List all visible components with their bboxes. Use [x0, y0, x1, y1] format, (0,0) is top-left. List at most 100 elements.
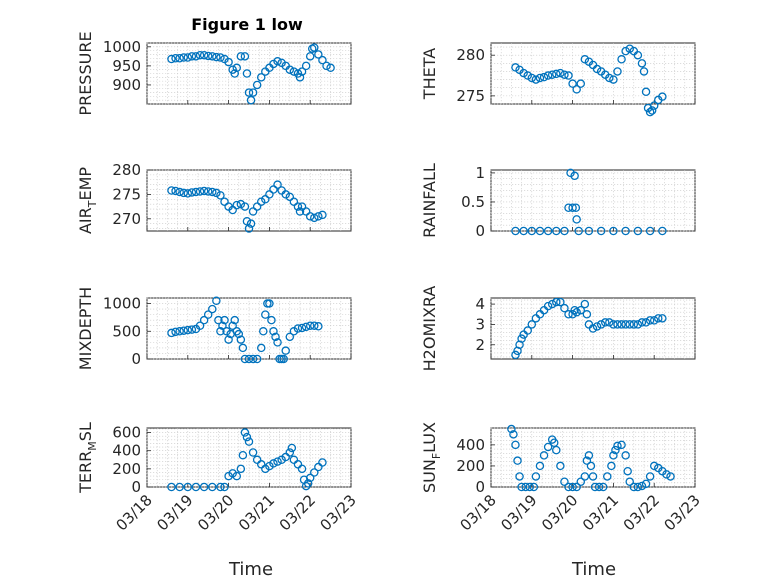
- y-tick-label: 3: [475, 315, 485, 333]
- data-point: [240, 202, 250, 211]
- data-point: [326, 63, 335, 73]
- data-point: [199, 482, 209, 492]
- y-axis-label-h2omixra: H2OMIXRA: [420, 286, 439, 372]
- data-point: [605, 318, 614, 327]
- data-point: [183, 53, 193, 62]
- data-point: [549, 438, 559, 447]
- data-point: [658, 92, 667, 101]
- data-point: [212, 52, 221, 62]
- data-point: [228, 321, 237, 330]
- y-tick-label: 200: [456, 457, 485, 475]
- data-point: [633, 50, 643, 60]
- data-point: [543, 71, 553, 80]
- data-point: [224, 57, 233, 67]
- data-point: [297, 464, 307, 474]
- data-point: [242, 432, 252, 442]
- data-point: [511, 440, 520, 450]
- x-tick-label: 03/21: [579, 491, 622, 534]
- data-point: [285, 332, 295, 342]
- data-point: [613, 441, 622, 451]
- data-point: [301, 207, 311, 216]
- x-tick-label: 03/23: [661, 491, 704, 534]
- data-point: [543, 442, 553, 452]
- data-point: [611, 445, 620, 455]
- data-point: [175, 327, 184, 336]
- data-point: [240, 52, 250, 61]
- y-tick-label: 0: [475, 222, 485, 240]
- data-point: [570, 305, 579, 315]
- figure-title: Figure 1 low: [191, 15, 303, 34]
- data-point: [218, 321, 227, 330]
- data-point: [214, 315, 223, 325]
- data-point: [539, 72, 549, 82]
- data-point: [568, 482, 577, 492]
- data-point: [625, 320, 634, 329]
- data-point: [244, 354, 254, 364]
- data-point: [637, 481, 647, 491]
- x-tick-label: 03/18: [113, 491, 156, 534]
- data-point: [199, 315, 209, 325]
- data-point: [285, 448, 295, 457]
- data-point: [594, 482, 604, 492]
- data-point: [564, 310, 573, 319]
- data-point: [232, 471, 242, 481]
- data-point: [191, 187, 201, 197]
- data-point: [273, 180, 282, 189]
- data-point: [556, 461, 565, 471]
- data-point: [556, 68, 565, 78]
- data-point: [216, 53, 225, 62]
- data-point: [525, 482, 535, 492]
- y-axis-label-air_temp: AIRTEMP: [76, 167, 99, 234]
- data-point: [547, 70, 557, 79]
- x-tick-label: 03/20: [538, 491, 581, 534]
- data-point: [244, 437, 254, 446]
- data-point: [269, 327, 278, 336]
- data-point: [314, 212, 323, 221]
- data-point: [509, 430, 518, 439]
- data-point: [187, 325, 197, 334]
- data-point: [216, 191, 225, 200]
- data-point: [556, 297, 565, 307]
- data-point: [641, 479, 651, 489]
- data-point: [238, 450, 248, 460]
- data-point: [600, 318, 610, 327]
- data-point: [529, 482, 539, 492]
- data-point: [539, 451, 549, 460]
- data-point: [256, 343, 266, 353]
- data-point: [584, 451, 594, 460]
- y-tick-label: 2: [475, 336, 485, 354]
- data-point: [649, 461, 659, 471]
- data-point: [203, 310, 213, 319]
- x-tick-label: 03/22: [276, 491, 319, 534]
- data-point: [195, 321, 205, 330]
- data-point: [552, 297, 561, 307]
- data-point: [517, 334, 526, 343]
- data-point: [584, 226, 594, 236]
- data-point: [617, 55, 626, 64]
- subplot-rainfall: 0 0.5 1 RAINFALL: [420, 163, 696, 240]
- data-point: [228, 205, 237, 215]
- data-point: [183, 189, 193, 198]
- data-point: [314, 50, 323, 59]
- data-point: [303, 479, 313, 488]
- data-point: [645, 472, 655, 481]
- data-point: [273, 457, 282, 466]
- data-point: [588, 324, 598, 333]
- data-point: [271, 332, 280, 342]
- data-point: [167, 186, 176, 195]
- data-point: [507, 424, 516, 434]
- data-point: [167, 482, 176, 492]
- data-point: [547, 299, 557, 309]
- x-tick-label: 03/19: [153, 491, 196, 534]
- data-point: [195, 187, 205, 196]
- data-point: [252, 80, 262, 90]
- data-point: [588, 472, 598, 481]
- data-point: [568, 79, 577, 88]
- data-point: [183, 482, 193, 492]
- data-point: [167, 328, 176, 338]
- data-point: [531, 75, 541, 84]
- data-point: [576, 305, 586, 315]
- data-point: [535, 73, 545, 83]
